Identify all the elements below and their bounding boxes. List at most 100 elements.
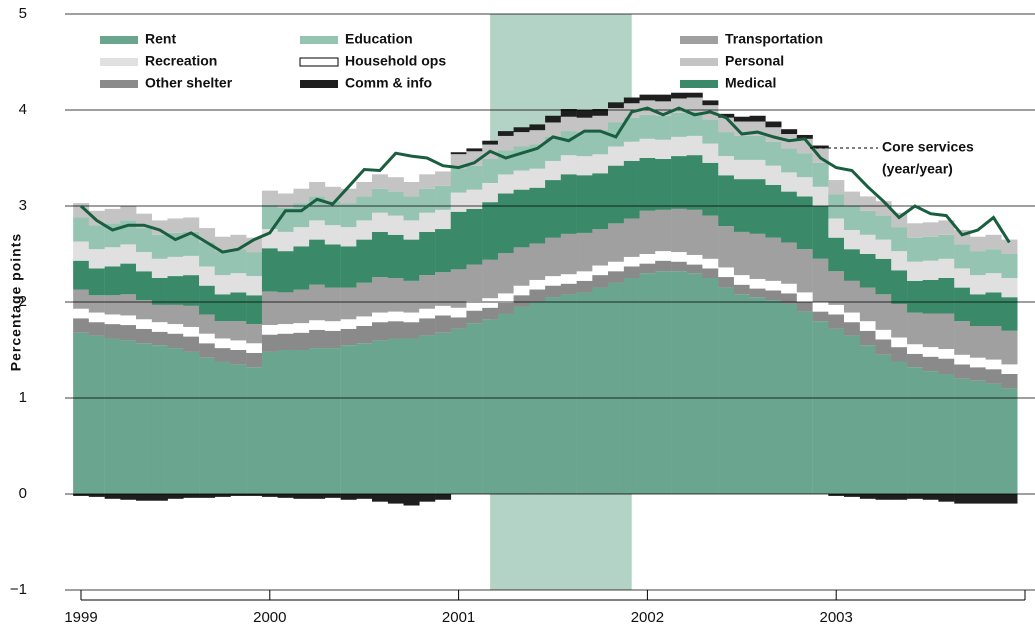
bar-segment xyxy=(309,239,326,285)
bar-segment xyxy=(702,143,719,163)
bar-segment xyxy=(844,206,861,230)
bar-segment xyxy=(859,210,876,235)
bar-segment xyxy=(403,312,420,323)
bar-segment xyxy=(261,291,278,326)
bar-segment xyxy=(686,254,703,265)
bar-segment xyxy=(261,190,278,206)
bar-segment xyxy=(293,494,310,499)
bar-segment xyxy=(1001,254,1018,278)
bar-segment xyxy=(639,158,656,211)
bar-segment xyxy=(608,261,625,272)
bar-segment xyxy=(828,218,845,238)
legend-swatch xyxy=(100,36,138,44)
bar-segment xyxy=(403,280,420,313)
bar-segment xyxy=(466,208,483,265)
bar-segment xyxy=(733,231,750,276)
bar-segment xyxy=(969,357,986,368)
bar-segment xyxy=(324,330,341,349)
bar-segment xyxy=(261,205,278,230)
bar-segment xyxy=(749,115,766,122)
bar-segment xyxy=(356,196,373,221)
bar-segment xyxy=(403,220,420,240)
bar-segment xyxy=(151,278,168,305)
bar-segment xyxy=(136,252,153,272)
bar-segment xyxy=(419,308,436,319)
bar-segment xyxy=(796,134,813,139)
bar-segment xyxy=(183,305,200,327)
bar-segment xyxy=(781,129,798,134)
bar-segment xyxy=(151,322,168,332)
bar-segment xyxy=(529,279,546,290)
bar-segment xyxy=(372,188,389,213)
bar-segment xyxy=(844,280,861,313)
bar-segment xyxy=(985,494,1002,504)
bar-segment xyxy=(1001,297,1018,331)
bar-segment xyxy=(922,222,939,237)
bar-segment xyxy=(151,331,168,346)
bar-segment xyxy=(419,174,436,189)
bar-segment xyxy=(435,185,452,210)
bar-segment xyxy=(702,162,719,216)
bar-segment xyxy=(277,231,294,252)
bar-segment xyxy=(167,218,184,233)
legend-swatch xyxy=(300,80,338,88)
bar-segment xyxy=(875,329,892,340)
bar-segment xyxy=(938,358,955,374)
y-tick-label: 2 xyxy=(19,293,27,310)
bar-segment xyxy=(199,285,216,315)
bar-segment xyxy=(781,191,798,243)
bar-segment xyxy=(639,273,656,494)
bar-segment xyxy=(167,324,184,334)
bar-segment xyxy=(403,494,420,506)
bar-segment xyxy=(623,117,640,142)
bar-segment xyxy=(671,136,688,157)
bar-segment xyxy=(183,217,200,232)
bar-segment xyxy=(796,196,813,250)
bar-segment xyxy=(120,206,137,221)
bar-segment xyxy=(623,256,640,267)
bar-segment xyxy=(828,194,845,219)
bar-segment xyxy=(513,285,530,296)
bar-segment xyxy=(812,311,829,322)
bar-segment xyxy=(419,335,436,494)
bar-segment xyxy=(671,252,688,262)
bar-segment xyxy=(372,174,389,189)
bar-segment xyxy=(167,256,184,277)
bar-segment xyxy=(907,261,924,281)
x-tick-label: 2000 xyxy=(253,609,286,626)
bar-segment xyxy=(718,287,735,494)
bar-segment xyxy=(419,212,436,232)
bar-segment xyxy=(686,92,703,98)
bar-segment xyxy=(324,348,341,494)
bar-segment xyxy=(985,326,1002,360)
bar-segment xyxy=(844,230,861,250)
bar-segment xyxy=(450,328,467,494)
bar-segment xyxy=(340,494,357,500)
bar-segment xyxy=(309,182,326,197)
bar-segment xyxy=(324,244,341,288)
bar-segment xyxy=(969,251,986,276)
bar-segment xyxy=(938,220,955,235)
bar-segment xyxy=(450,152,467,155)
bar-segment xyxy=(340,319,357,329)
bar-segment xyxy=(922,260,939,280)
bar-segment xyxy=(1001,364,1018,374)
bar-segment xyxy=(104,266,121,296)
bar-segment xyxy=(985,273,1002,293)
bar-segment xyxy=(765,184,782,238)
bar-segment xyxy=(230,364,247,494)
bar-segment xyxy=(560,174,577,234)
bar-segment xyxy=(88,225,105,250)
bar-segment xyxy=(309,348,326,494)
bar-segment xyxy=(466,323,483,494)
bar-segment xyxy=(183,336,200,352)
bar-segment xyxy=(120,325,137,341)
bar-segment xyxy=(356,326,373,344)
bar-segment xyxy=(293,332,310,350)
bar-segment xyxy=(529,124,546,131)
legend-label: Comm & info xyxy=(345,75,432,91)
bar-segment xyxy=(214,251,231,276)
bar-segment xyxy=(136,319,153,329)
bar-segment xyxy=(387,338,404,494)
bar-segment xyxy=(686,111,703,136)
